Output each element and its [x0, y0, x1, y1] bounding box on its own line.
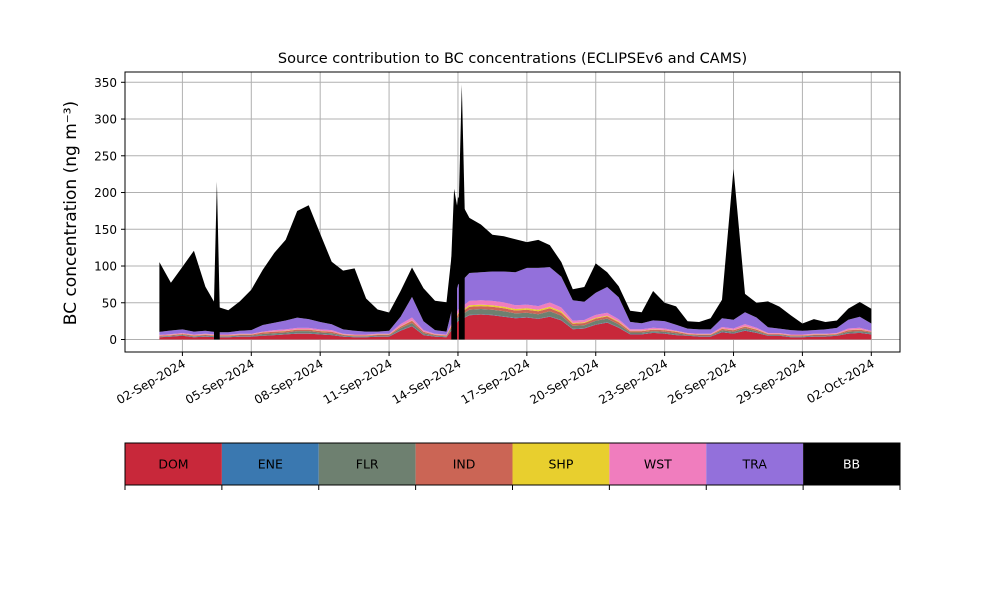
legend-colorbar: DOM ENE FLR IND SHP WST TRA BB: [124, 442, 901, 490]
area-ind: [159, 306, 872, 337]
legend-swatch-flr: [318, 443, 416, 485]
y-tick-label: 200: [94, 186, 117, 200]
y-tick-label: 0: [109, 333, 117, 347]
y-tick-label: 150: [94, 223, 117, 237]
legend-label-flr: FLR: [356, 457, 379, 472]
x-tick-label: 02-Oct-2024: [804, 356, 876, 406]
y-tick-label: 100: [94, 260, 117, 274]
y-tick-label: 250: [94, 149, 117, 163]
legend-label-dom: DOM: [158, 457, 188, 472]
y-axis: 0 50 100 150 200 250 300 350: [94, 76, 125, 347]
legend-swatch-tra: [706, 443, 804, 485]
legend-swatch-wst: [609, 443, 707, 485]
y-tick-label: 350: [94, 76, 117, 90]
bb-peak: [458, 84, 465, 340]
stacked-area-series: [159, 84, 872, 340]
bb-peak: [214, 181, 220, 340]
plot-area-frame: [124, 71, 901, 353]
x-tick-label: 20-Sep-2024: [527, 356, 601, 407]
area-flr: [159, 309, 872, 337]
legend-swatch-shp: [512, 443, 610, 485]
y-tick-label: 300: [94, 113, 117, 127]
legend-label-wst: WST: [644, 457, 672, 472]
legend-swatch-bb: [803, 443, 900, 485]
x-tick-label: 26-Sep-2024: [665, 356, 739, 407]
x-tick-label: 08-Sep-2024: [252, 356, 326, 407]
x-tick-label: 17-Sep-2024: [459, 356, 533, 407]
chart-title: Source contribution to BC concentrations…: [278, 51, 747, 67]
y-axis-label: BC concentration (ng m⁻³): [61, 101, 81, 325]
x-axis: 02-Sep-202405-Sep-202408-Sep-202411-Sep-…: [114, 352, 877, 407]
area-wst: [159, 300, 872, 336]
area-dom: [159, 314, 872, 340]
area-bb: [159, 169, 872, 333]
x-tick-label: 05-Sep-2024: [183, 356, 257, 407]
legend-label-bb: BB: [843, 457, 860, 472]
x-tick-label: 14-Sep-2024: [390, 356, 464, 407]
legend-label-ene: ENE: [258, 457, 283, 472]
legend-swatch-ene: [221, 443, 319, 485]
legend-label-shp: SHP: [549, 457, 574, 472]
x-tick-label: 11-Sep-2024: [321, 356, 395, 407]
legend-label-ind: IND: [453, 457, 476, 472]
x-tick-label: 29-Sep-2024: [734, 356, 808, 407]
area-tra: [159, 267, 872, 335]
x-tick-label: 23-Sep-2024: [596, 356, 670, 407]
y-tick-label: 50: [102, 296, 117, 310]
legend-label-tra: TRA: [742, 457, 768, 472]
legend-swatch-dom: [125, 443, 222, 485]
legend-swatch-ind: [415, 443, 513, 485]
bb-peak: [451, 188, 457, 340]
x-tick-label: 02-Sep-2024: [114, 356, 188, 407]
